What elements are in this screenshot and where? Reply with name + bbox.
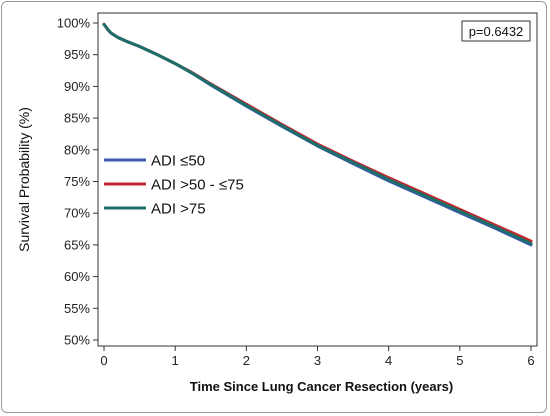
y-tick-label: 75%	[64, 174, 90, 189]
y-tick-label: 90%	[64, 79, 90, 94]
x-tick-label: 1	[172, 353, 179, 368]
legend-label: ADI >75	[151, 201, 206, 218]
series-layer	[102, 22, 533, 247]
y-tick-label: 60%	[64, 269, 90, 284]
x-tick-label: 4	[385, 353, 392, 368]
y-tick-label: 80%	[64, 142, 90, 157]
x-axis-title: Time Since Lung Cancer Resection (years)	[190, 379, 453, 394]
p-value-box: p=0.6432	[461, 20, 531, 42]
y-axis: 50% 55% 60% 65% 70% 75% 80% 85% 90% 95% 100%	[57, 16, 98, 348]
legend-label: ADI ≤50	[151, 153, 205, 170]
x-tick-label: 3	[314, 353, 321, 368]
x-tick-label: 6	[527, 353, 534, 368]
y-tick-label: 65%	[64, 237, 90, 252]
y-tick-label: 95%	[64, 47, 90, 62]
y-axis-title: Survival Probability (%)	[16, 107, 32, 252]
x-tick-label: 5	[456, 353, 463, 368]
legend: ADI ≤50 ADI >50 - ≤75 ADI >75	[104, 153, 244, 218]
plot-area	[97, 12, 538, 347]
y-tick-label: 50%	[64, 333, 90, 348]
series-line-3	[102, 22, 533, 246]
y-tick-label: 55%	[64, 301, 90, 316]
p-value-label: p=0.6432	[469, 24, 524, 39]
legend-label: ADI >50 - ≤75	[151, 177, 244, 194]
x-tick-label: 0	[100, 353, 107, 368]
x-axis: 0 1 2 3 4 5 6	[100, 346, 535, 368]
y-tick-label: 100%	[57, 16, 91, 31]
y-tick-label: 85%	[64, 111, 90, 126]
x-tick-label: 2	[243, 353, 250, 368]
y-tick-label: 70%	[64, 206, 90, 221]
